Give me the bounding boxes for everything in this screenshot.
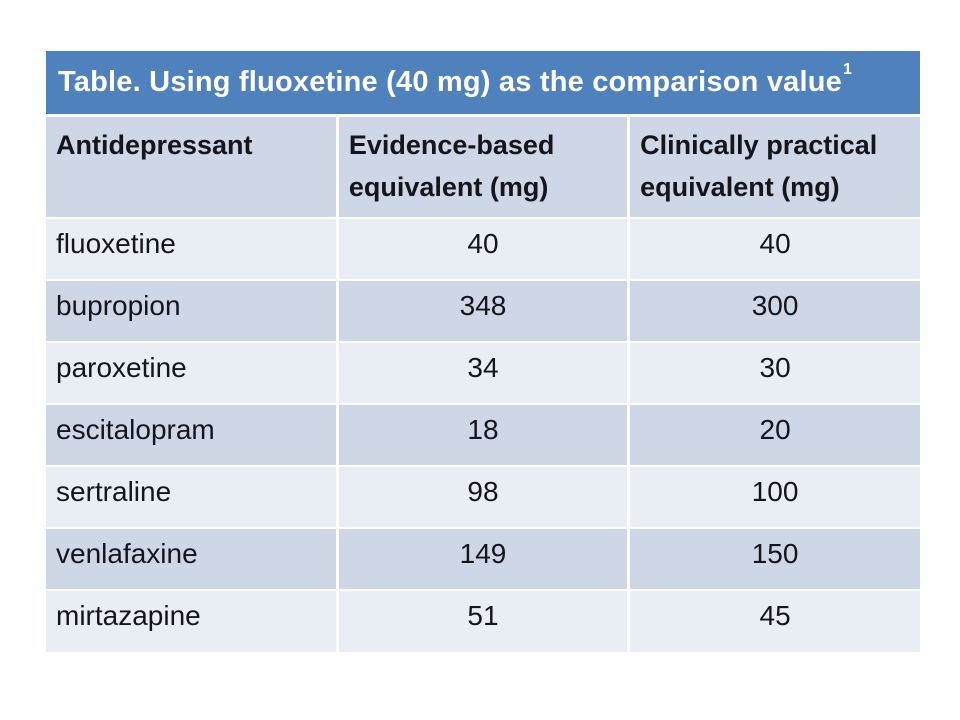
evidence-value-cell: 51 <box>335 589 629 652</box>
table-title: Table. Using fluoxetine (40 mg) as the c… <box>58 62 852 99</box>
drug-name-cell: fluoxetine <box>46 217 338 280</box>
practical-value-cell: 20 <box>627 403 920 466</box>
drug-name-cell: sertraline <box>46 465 338 528</box>
table-row: paroxetine 34 30 <box>46 341 920 404</box>
evidence-value-cell: 98 <box>335 465 629 528</box>
table-row: escitalopram 18 20 <box>46 403 920 466</box>
evidence-value-cell: 149 <box>335 527 629 590</box>
dose-equivalence-table: Antidepressant Evidence-based equivalent… <box>46 117 920 652</box>
table-row: mirtazapine 51 45 <box>46 589 920 652</box>
practical-value-cell: 40 <box>627 217 920 280</box>
table-row: venlafaxine 149 150 <box>46 527 920 590</box>
drug-name-cell: venlafaxine <box>46 527 338 590</box>
table-title-bar: Table. Using fluoxetine (40 mg) as the c… <box>46 51 920 114</box>
drug-name-cell: escitalopram <box>46 403 338 466</box>
drug-name-cell: paroxetine <box>46 341 338 404</box>
evidence-value-cell: 18 <box>335 403 629 466</box>
column-header-clinically-practical: Clinically practical equivalent (mg) <box>627 117 920 218</box>
header-row: Antidepressant Evidence-based equivalent… <box>46 117 920 218</box>
table-row: sertraline 98 100 <box>46 465 920 528</box>
table-title-footnote-marker: 1 <box>842 61 853 79</box>
table-row: bupropion 348 300 <box>46 279 920 342</box>
evidence-value-cell: 348 <box>335 279 629 342</box>
practical-value-cell: 150 <box>627 527 920 590</box>
comparison-table-container: Table. Using fluoxetine (40 mg) as the c… <box>46 51 920 652</box>
practical-value-cell: 45 <box>627 589 920 652</box>
practical-value-cell: 300 <box>627 279 920 342</box>
practical-value-cell: 100 <box>627 465 920 528</box>
evidence-value-cell: 34 <box>335 341 629 404</box>
column-header-antidepressant: Antidepressant <box>46 117 338 218</box>
column-header-evidence-based: Evidence-based equivalent (mg) <box>335 117 629 218</box>
drug-name-cell: mirtazapine <box>46 589 338 652</box>
evidence-value-cell: 40 <box>335 217 629 280</box>
practical-value-cell: 30 <box>627 341 920 404</box>
drug-name-cell: bupropion <box>46 279 338 342</box>
table-title-text: Table. Using fluoxetine (40 mg) as the c… <box>58 66 842 98</box>
table-row: fluoxetine 40 40 <box>46 217 920 280</box>
